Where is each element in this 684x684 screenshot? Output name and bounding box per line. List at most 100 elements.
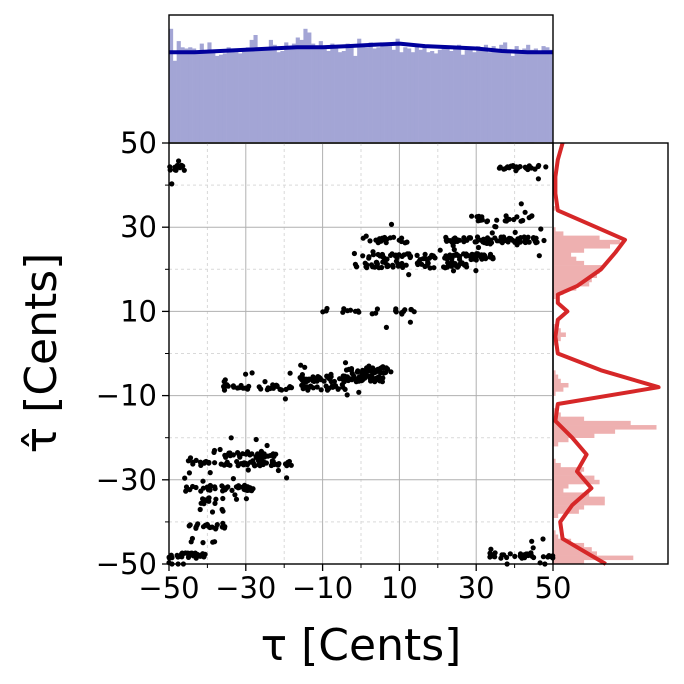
scatter-point [383,324,389,330]
right-hist-bar [553,437,569,443]
top-hist-bar [288,48,293,142]
top-hist-bar [364,47,369,142]
scatter-point [420,256,426,262]
scatter-point [206,459,212,466]
top-hist-bar [449,51,454,142]
top-hist-bar [384,44,389,142]
right-hist-bar [553,542,585,548]
scatter-point [258,386,264,392]
right-hist-bar [553,324,556,329]
scatter-point [411,309,417,315]
right-hist-bar [553,408,556,413]
scatter-point [299,382,305,388]
top-hist-bar [291,43,297,142]
scatter-point [228,435,234,441]
scatter-point [469,213,475,219]
top-hist-bar [245,47,250,142]
top-hist-bar [311,43,316,142]
scatter-point [256,462,262,468]
right-hist-bar [553,265,603,270]
scatter-point [484,240,490,246]
scatter-point [197,506,203,513]
right-hist-bar [553,239,621,245]
top-hist-bar [192,48,197,142]
top-hist-bar [453,48,458,142]
top-hist-bar [441,48,446,142]
top-hist-bar [418,49,423,143]
scatter-point [363,264,369,270]
top-hist-bar [495,52,500,143]
scatter-point [240,451,246,457]
top-hist-bar [314,46,320,142]
top-hist-bar [268,39,273,142]
scatter-point [508,236,514,242]
scatter-point [233,496,240,502]
scatter-point [186,470,192,476]
top-hist-bar [341,51,346,142]
scatter-point [540,536,546,542]
scatter-point [473,268,479,274]
top-hist-bar [430,51,435,142]
top-hist-bar [318,41,323,142]
scatter-point [400,264,406,270]
top-hist-bar [533,48,538,142]
scatter-point [514,238,521,244]
x-tick-label: 30 [458,571,495,605]
scatter-point [207,470,213,476]
scatter-point [407,254,413,260]
scatter-point [314,384,320,390]
scatter-point [172,166,178,172]
top-hist-bar [503,42,508,142]
top-hist-bar [307,32,312,142]
scatter-point [235,450,241,456]
top-hist-bar [457,44,462,142]
scatter-point [221,387,228,393]
scatter-point [212,500,218,506]
top-hist-bar [249,39,254,142]
scatter-point [469,256,475,262]
top-hist-bar [387,46,393,142]
right-hist-bar [553,252,572,257]
top-hist-bar [280,51,285,142]
scatter-point [232,492,238,498]
top-hist-bar [518,53,523,142]
scatter-point [424,262,430,268]
x-tick-label: 10 [381,571,418,605]
top-hist-bar [368,42,373,142]
scatter-point [451,247,457,253]
scatter-point [200,478,206,484]
scatter-point [393,309,399,315]
top-hist-bar [529,49,535,143]
scatter-point [488,253,494,259]
scatter-point [217,446,223,453]
scatter-point [189,550,195,556]
scatter-point [360,235,366,241]
top-hist-bar [445,47,450,142]
scatter-point [221,379,227,385]
right-hist-bar [553,387,564,392]
scatter-point [220,508,226,514]
right-hist-bar [553,260,585,266]
scatter-point [176,158,182,164]
right-hist-bar [553,551,597,556]
scatter-point [383,369,389,375]
top-hist-bar [522,48,527,142]
right-hist-bar [553,420,631,426]
top-hist-bar [483,44,489,142]
scatter-point [489,230,495,236]
scatter-point [522,209,528,215]
top-hist-bar [514,46,519,142]
scatter-point [488,546,494,552]
right-hist-bar [553,488,564,493]
scatter-point [275,462,281,468]
scatter-point [449,256,455,262]
scatter-point [373,310,379,316]
scatter-point [221,525,228,531]
top-hist-bar [276,52,281,143]
scatter-point [444,256,450,262]
x-tick-label: −10 [292,571,353,605]
right-hist-bar [553,433,595,438]
top-hist-bar [372,48,377,142]
scatter-point [364,365,370,371]
right-hist-bar [553,484,569,489]
